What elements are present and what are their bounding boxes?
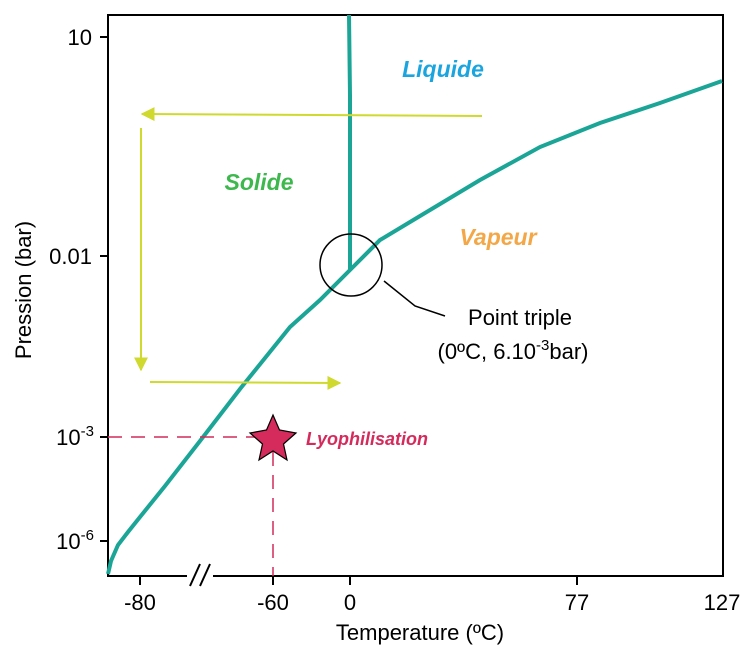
x-tick-label: -60 xyxy=(257,590,289,615)
region-vapeur-label: Vapeur xyxy=(459,224,537,250)
sublimation-vaporization-curve xyxy=(106,79,723,575)
x-axis-title: Temperature (ºC) xyxy=(336,620,504,645)
y-axis-title: Pression (bar) xyxy=(11,221,36,359)
melting-curve xyxy=(347,14,352,270)
triple-point-label: Point triple xyxy=(468,305,572,330)
y-tick-label: 10 xyxy=(68,25,92,50)
y-tick-label: 10-6 xyxy=(56,527,94,554)
triple-point-circle xyxy=(319,233,383,297)
triple-point-coords: (0ºC, 6.10-3bar) xyxy=(438,337,589,364)
triple-point-leader xyxy=(383,280,446,317)
y-tick-label: 0.01 xyxy=(49,244,92,269)
arrow-right xyxy=(149,375,342,390)
x-tick-label: -80 xyxy=(124,590,156,615)
arrow-left xyxy=(140,107,483,122)
plot-frame xyxy=(107,14,724,577)
y-tick-label: 10-3 xyxy=(56,423,94,450)
x-tick-label: 77 xyxy=(565,590,589,615)
x-tick-label: 0 xyxy=(344,590,356,615)
y-axis: 10 0.01 10-3 10-6 xyxy=(49,25,108,554)
lyophilisation-label: Lyophilisation xyxy=(306,429,428,449)
region-liquide-label: Liquide xyxy=(402,56,484,82)
x-axis: -80 -60 0 77 127 xyxy=(124,563,741,615)
axis-break-icon xyxy=(187,563,213,587)
star-icon xyxy=(248,413,298,462)
x-tick-label: 127 xyxy=(704,590,741,615)
region-solide-label: Solide xyxy=(224,169,293,195)
